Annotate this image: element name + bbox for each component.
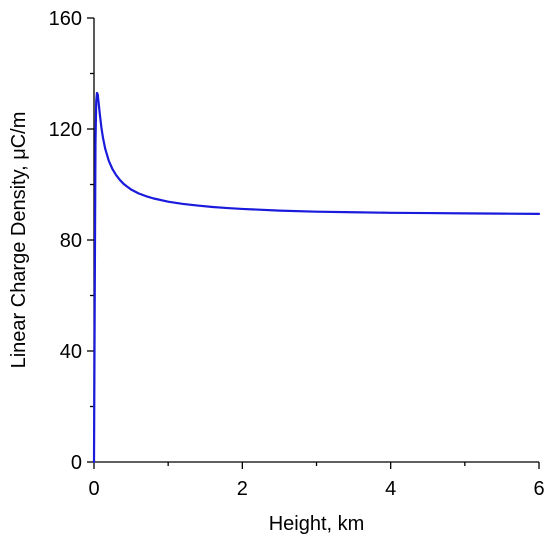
y-tick-label: 0 — [71, 452, 82, 474]
x-axis-label: Height, km — [269, 513, 365, 535]
series-line — [92, 91, 541, 464]
x-tick-label: 2 — [237, 478, 248, 500]
tick-labels: 0 40 80 120 160 0 2 4 6 — [49, 8, 545, 500]
x-tick-label: 0 — [88, 478, 99, 500]
ticks — [87, 17, 540, 469]
y-tick-label: 160 — [49, 8, 82, 30]
y-tick-label: 120 — [49, 119, 82, 141]
y-axis-label: Linear Charge Density, μC/m — [8, 112, 30, 369]
x-tick-label: 4 — [385, 478, 396, 500]
y-tick-label: 40 — [60, 341, 82, 363]
y-tick-label: 80 — [60, 230, 82, 252]
axes — [93, 18, 539, 463]
series — [92, 91, 541, 464]
x-tick-label: 6 — [533, 478, 544, 500]
